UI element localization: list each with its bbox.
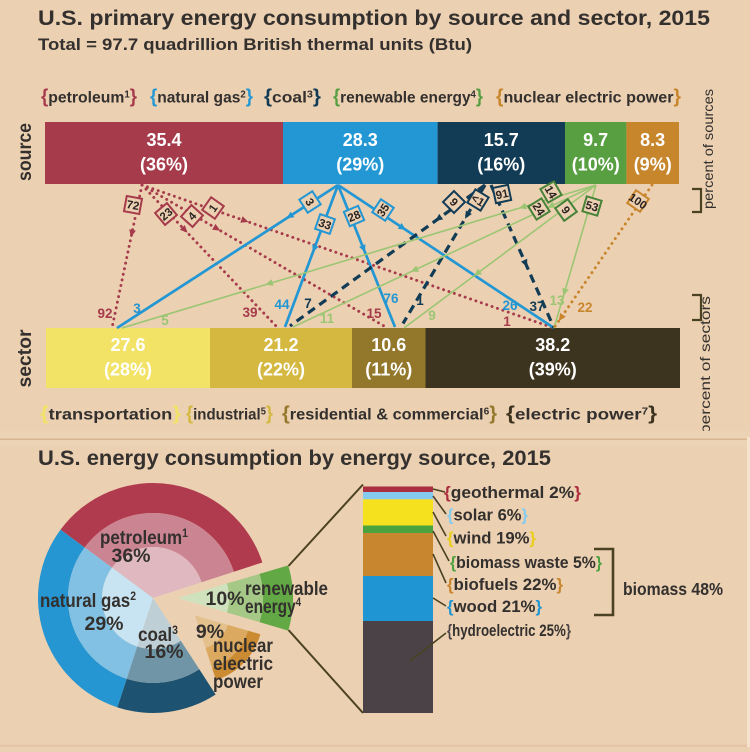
- svg-text:38.2: 38.2: [535, 335, 570, 355]
- svg-text:28: 28: [346, 209, 363, 225]
- svg-text:16%: 16%: [144, 641, 183, 663]
- svg-text:(16%): (16%): [477, 155, 525, 175]
- svg-text:1: 1: [503, 314, 511, 329]
- svg-text:37: 37: [529, 299, 544, 314]
- svg-text:U.S. primary energy consumptio: U.S. primary energy consumption by sourc…: [38, 7, 710, 30]
- svg-text:{nuclear electric power}: {nuclear electric power}: [496, 87, 682, 108]
- svg-text:15: 15: [366, 306, 382, 321]
- svg-text:21.2: 21.2: [263, 335, 298, 355]
- svg-text:petroleum1: petroleum1: [100, 526, 188, 549]
- svg-text:{transportation}: {transportation}: [40, 403, 181, 425]
- svg-text:coal3: coal3: [138, 623, 178, 646]
- svg-text:percent of sectors: percent of sectors: [697, 296, 713, 434]
- svg-text:{solar 6%}: {solar 6%}: [447, 506, 528, 525]
- svg-text:{industrial5}: {industrial5}: [186, 403, 273, 425]
- svg-text:U.S. energy consumption by ene: U.S. energy consumption by energy source…: [38, 447, 551, 470]
- svg-text:biomass 48%: biomass 48%: [623, 579, 723, 599]
- svg-text:29%: 29%: [84, 613, 123, 635]
- svg-text:44: 44: [274, 297, 290, 312]
- svg-text:nuclear: nuclear: [213, 635, 273, 657]
- svg-text:electric: electric: [213, 653, 273, 675]
- svg-text:sector: sector: [15, 329, 36, 388]
- svg-text:7: 7: [304, 296, 312, 311]
- svg-text:{hydroelectric 25%}: {hydroelectric 25%}: [447, 621, 571, 640]
- svg-text:source: source: [15, 123, 36, 181]
- svg-text:(39%): (39%): [529, 360, 577, 380]
- svg-text:13: 13: [549, 293, 565, 308]
- svg-text:26: 26: [502, 298, 518, 313]
- svg-text:5: 5: [161, 313, 169, 328]
- svg-text:{renewable energy4}: {renewable energy4}: [333, 87, 484, 108]
- svg-text:72: 72: [125, 199, 140, 213]
- svg-text:9: 9: [428, 308, 436, 323]
- svg-text:(11%): (11%): [365, 360, 412, 380]
- svg-text:(29%): (29%): [336, 155, 384, 175]
- svg-text:8.3: 8.3: [640, 130, 665, 150]
- svg-text:28.3: 28.3: [343, 130, 378, 150]
- svg-text:natural gas2: natural gas2: [40, 589, 136, 612]
- svg-text:(28%): (28%): [104, 360, 152, 380]
- svg-text:9%: 9%: [196, 621, 224, 643]
- svg-text:14: 14: [542, 184, 559, 202]
- svg-text:{wood 21%}: {wood 21%}: [447, 597, 542, 616]
- svg-text:35.4: 35.4: [146, 130, 181, 150]
- svg-text:36%: 36%: [111, 545, 150, 567]
- svg-text:power: power: [213, 671, 263, 693]
- svg-text:(10%): (10%): [572, 155, 620, 175]
- svg-text:(9%): (9%): [634, 155, 672, 175]
- svg-text:53: 53: [584, 199, 600, 214]
- svg-text:91: 91: [495, 188, 511, 203]
- svg-text:{biofuels 22%}: {biofuels 22%}: [447, 575, 563, 594]
- svg-text:10%: 10%: [205, 588, 244, 610]
- svg-text:11: 11: [320, 311, 335, 326]
- svg-text:energy4: energy4: [245, 595, 301, 618]
- svg-text:39: 39: [242, 305, 257, 320]
- svg-text:15.7: 15.7: [484, 130, 519, 150]
- svg-text:76: 76: [383, 291, 399, 306]
- svg-text:3: 3: [133, 301, 141, 316]
- svg-text:3: 3: [302, 197, 316, 209]
- svg-text:{biomass waste 5%}: {biomass waste 5%}: [450, 553, 602, 572]
- svg-text:{petroleum1}: {petroleum1}: [41, 87, 138, 108]
- svg-text:{geothermal 2%}: {geothermal 2%}: [444, 483, 581, 502]
- svg-text:renewable: renewable: [245, 578, 328, 600]
- svg-text:33: 33: [317, 217, 333, 233]
- svg-text:(36%): (36%): [140, 155, 188, 175]
- svg-text:1: 1: [416, 293, 424, 308]
- svg-text:92: 92: [97, 306, 112, 321]
- svg-text:22: 22: [577, 300, 592, 315]
- svg-text:{natural gas2}: {natural gas2}: [150, 87, 254, 108]
- svg-text:10.6: 10.6: [371, 335, 406, 355]
- svg-text:27.6: 27.6: [110, 335, 145, 355]
- svg-text:(22%): (22%): [257, 360, 305, 380]
- svg-text:{coal3}: {coal 3}: [264, 87, 322, 108]
- svg-text:{wind 19%}: {wind 19%}: [447, 529, 536, 548]
- svg-text:9.7: 9.7: [583, 130, 608, 150]
- svg-text:percent of sources: percent of sources: [700, 89, 716, 209]
- svg-text:Total = 97.7 quadrillion Briti: Total = 97.7 quadrillion British thermal…: [38, 36, 472, 54]
